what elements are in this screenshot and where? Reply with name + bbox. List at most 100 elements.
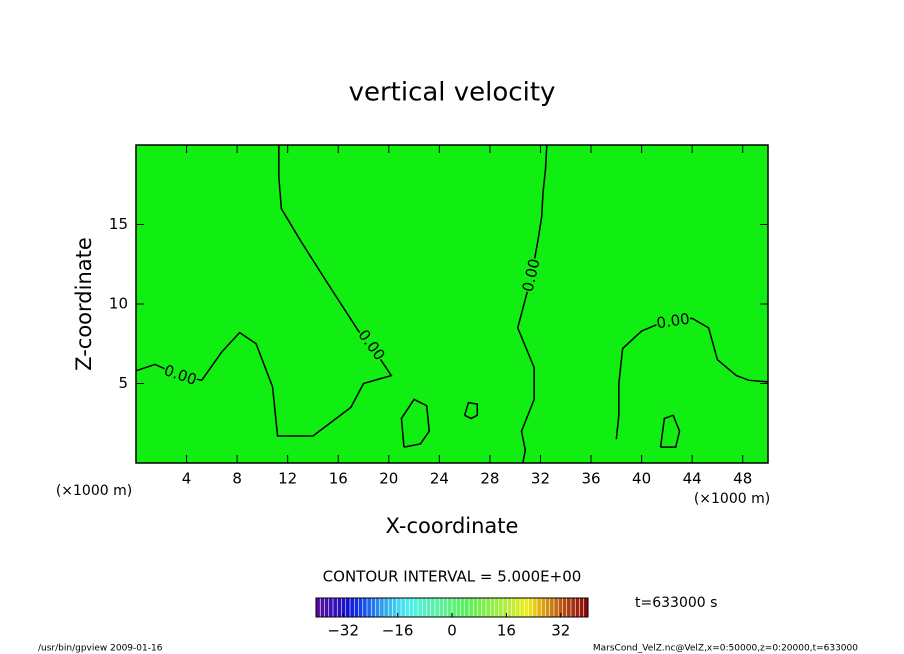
colorbar-cell bbox=[486, 598, 491, 617]
colorbar-cell bbox=[439, 598, 444, 617]
contour-label-bg bbox=[161, 362, 199, 389]
colorbar-cell bbox=[494, 598, 500, 617]
x-tick-label: 8 bbox=[232, 470, 242, 488]
colorbar-cell bbox=[316, 598, 321, 617]
contour-line bbox=[463, 401, 479, 420]
colorbar-cell bbox=[537, 598, 542, 617]
colorbar-cell bbox=[379, 598, 385, 617]
colorbar-cell bbox=[528, 598, 534, 617]
colorbar-cell bbox=[354, 598, 359, 617]
colorbar-cell bbox=[477, 598, 483, 617]
colorbar-cell bbox=[583, 598, 589, 617]
contour-label: 0.00 bbox=[655, 310, 691, 333]
colorbar-tick-label: 0 bbox=[447, 622, 457, 640]
chart-title: vertical velocity bbox=[349, 78, 556, 108]
colorbar-cell bbox=[524, 598, 529, 617]
footer-left: /usr/bin/gpview 2009-01-16 bbox=[38, 644, 163, 654]
colorbar-cell bbox=[566, 598, 572, 617]
colorbar-cell bbox=[460, 598, 466, 617]
y-tick-label: 5 bbox=[118, 374, 128, 392]
colorbar-cell bbox=[341, 598, 347, 617]
x-tick-label: 48 bbox=[733, 470, 752, 488]
colorbar-cell bbox=[562, 598, 568, 617]
colorbar-cell bbox=[328, 598, 334, 617]
colorbar-cell bbox=[473, 598, 478, 617]
colorbar-tick-label: 32 bbox=[551, 622, 570, 640]
contour-label-bg bbox=[655, 311, 692, 332]
colorbar-cell bbox=[503, 598, 508, 617]
colorbar-cell bbox=[498, 598, 504, 617]
colorbar-cell bbox=[571, 598, 576, 617]
colorbar-cell bbox=[520, 598, 525, 617]
colorbar-cell bbox=[464, 598, 470, 617]
colorbar-cell bbox=[515, 598, 521, 617]
colorbar-cell bbox=[443, 598, 449, 617]
contour-label-bg bbox=[520, 257, 544, 294]
x-axis-label: X-coordinate bbox=[386, 514, 519, 538]
colorbar-cell bbox=[375, 598, 381, 617]
x-tick-label: 44 bbox=[683, 470, 702, 488]
colorbar-tick-label: 16 bbox=[497, 622, 516, 640]
colorbar-cell bbox=[422, 598, 427, 617]
x-unit-label: (×1000 m) bbox=[694, 491, 770, 507]
contour-interval: CONTOUR INTERVAL = 5.000E+00 bbox=[323, 568, 582, 586]
colorbar-cell bbox=[541, 598, 546, 617]
contour-label-bg bbox=[354, 326, 388, 364]
x-tick-label: 12 bbox=[278, 470, 297, 488]
colorbar-cell bbox=[337, 598, 342, 617]
colorbar-cell bbox=[575, 598, 580, 617]
colorbar-cell bbox=[405, 598, 410, 617]
colorbar-cell bbox=[447, 598, 453, 617]
contour-line bbox=[400, 398, 431, 448]
colorbar-cell bbox=[558, 598, 563, 617]
y-axis-label: Z-coordinate bbox=[72, 237, 96, 371]
colorbar-cell bbox=[511, 598, 517, 617]
colorbar-cell bbox=[350, 598, 355, 617]
x-tick-label: 20 bbox=[379, 470, 398, 488]
colorbar-cell bbox=[384, 598, 389, 617]
time-label: t=633000 s bbox=[635, 595, 717, 611]
x-tick-label: 36 bbox=[581, 470, 600, 488]
x-tick-label: 32 bbox=[531, 470, 550, 488]
colorbar-cell bbox=[426, 598, 432, 617]
colorbar-cell bbox=[371, 598, 376, 617]
colorbar-cell bbox=[430, 598, 436, 617]
colorbar-tick-label: −32 bbox=[327, 622, 359, 640]
colorbar-tick-label: −16 bbox=[382, 622, 414, 640]
colorbar-cell bbox=[435, 598, 440, 617]
colorbar-cell bbox=[545, 598, 551, 617]
colorbar-cell bbox=[532, 598, 538, 617]
colorbar-cell bbox=[507, 598, 512, 617]
colorbar-cell bbox=[409, 598, 415, 617]
colorbar-cell bbox=[456, 598, 461, 617]
x-unit-label: (×1000 m) bbox=[56, 483, 132, 499]
colorbar-cell bbox=[549, 598, 555, 617]
x-tick-label: 28 bbox=[480, 470, 499, 488]
colorbar-cell bbox=[392, 598, 398, 617]
contour-line bbox=[221, 331, 274, 387]
colorbar-cell bbox=[324, 598, 330, 617]
colorbar-cell bbox=[469, 598, 474, 617]
x-tick-label: 40 bbox=[632, 470, 651, 488]
colorbar-cell bbox=[554, 598, 559, 617]
colorbar-cell bbox=[320, 598, 325, 617]
colorbar-cell bbox=[358, 598, 364, 617]
colorbar-cell bbox=[367, 598, 372, 617]
colorbar-cell bbox=[418, 598, 423, 617]
colorbar-cell bbox=[333, 598, 338, 617]
colorbar-cell bbox=[452, 598, 457, 617]
y-tick-label: 10 bbox=[109, 295, 128, 313]
colorbar-cell bbox=[401, 598, 406, 617]
colorbar-cell bbox=[345, 598, 351, 617]
footer-right: MarsCond_VelZ.nc@VelZ,x=0:50000,z=0:2000… bbox=[593, 644, 858, 654]
y-tick-label: 15 bbox=[109, 215, 128, 233]
colorbar-cell bbox=[579, 598, 585, 617]
x-tick-label: 4 bbox=[182, 470, 192, 488]
colorbar-cell bbox=[481, 598, 487, 617]
contour-line bbox=[659, 414, 681, 448]
x-tick-label: 16 bbox=[329, 470, 348, 488]
colorbar-cell bbox=[490, 598, 495, 617]
colorbar-cell bbox=[362, 598, 368, 617]
colorbar-cell bbox=[396, 598, 402, 617]
